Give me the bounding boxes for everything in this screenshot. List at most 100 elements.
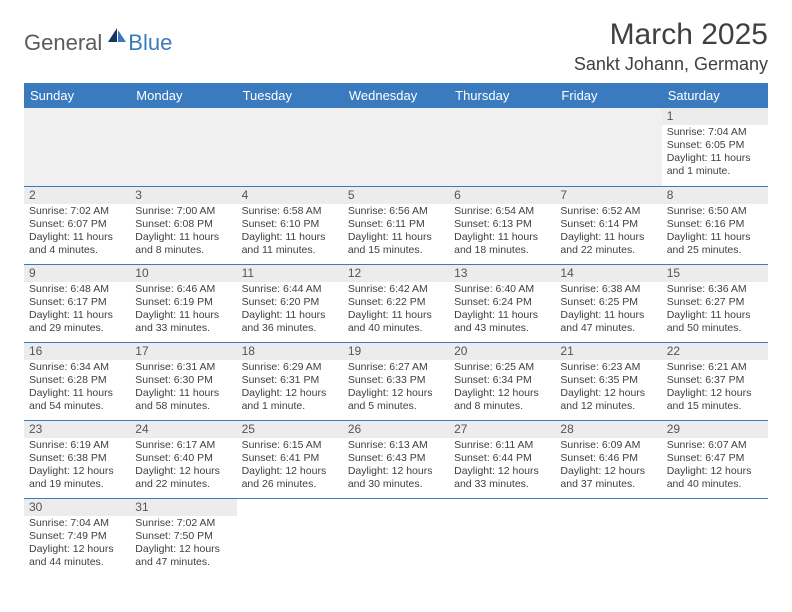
sunrise-text: Sunrise: 6:17 AM	[135, 439, 231, 452]
day-number: 18	[237, 343, 343, 360]
sunset-text: Sunset: 6:24 PM	[454, 296, 550, 309]
day-number: 1	[662, 108, 768, 125]
calendar-day-cell: 16Sunrise: 6:34 AMSunset: 6:28 PMDayligh…	[24, 342, 130, 420]
daylight-text: Daylight: 11 hours and 36 minutes.	[242, 309, 338, 335]
calendar-day-cell: 3Sunrise: 7:00 AMSunset: 6:08 PMDaylight…	[130, 186, 236, 264]
day-details: Sunrise: 6:07 AMSunset: 6:47 PMDaylight:…	[662, 438, 768, 495]
sunset-text: Sunset: 6:16 PM	[667, 218, 763, 231]
daylight-text: Daylight: 11 hours and 29 minutes.	[29, 309, 125, 335]
day-details: Sunrise: 6:52 AMSunset: 6:14 PMDaylight:…	[555, 204, 661, 261]
sunset-text: Sunset: 6:41 PM	[242, 452, 338, 465]
day-number: 30	[24, 499, 130, 516]
logo-text-blue: Blue	[128, 30, 172, 56]
sunset-text: Sunset: 6:33 PM	[348, 374, 444, 387]
calendar-body: 1Sunrise: 7:04 AMSunset: 6:05 PMDaylight…	[24, 108, 768, 576]
sunrise-text: Sunrise: 6:34 AM	[29, 361, 125, 374]
daylight-text: Daylight: 12 hours and 33 minutes.	[454, 465, 550, 491]
sunrise-text: Sunrise: 6:46 AM	[135, 283, 231, 296]
calendar-day-cell: 13Sunrise: 6:40 AMSunset: 6:24 PMDayligh…	[449, 264, 555, 342]
calendar-day-cell: 29Sunrise: 6:07 AMSunset: 6:47 PMDayligh…	[662, 420, 768, 498]
day-details: Sunrise: 6:19 AMSunset: 6:38 PMDaylight:…	[24, 438, 130, 495]
day-details: Sunrise: 6:21 AMSunset: 6:37 PMDaylight:…	[662, 360, 768, 417]
sunrise-text: Sunrise: 7:00 AM	[135, 205, 231, 218]
daylight-text: Daylight: 12 hours and 26 minutes.	[242, 465, 338, 491]
sunset-text: Sunset: 6:27 PM	[667, 296, 763, 309]
day-number: 23	[24, 421, 130, 438]
daylight-text: Daylight: 11 hours and 33 minutes.	[135, 309, 231, 335]
sunrise-text: Sunrise: 6:07 AM	[667, 439, 763, 452]
weekday-header: Saturday	[662, 83, 768, 108]
day-number: 9	[24, 265, 130, 282]
sunrise-text: Sunrise: 7:04 AM	[667, 126, 763, 139]
sunrise-text: Sunrise: 6:13 AM	[348, 439, 444, 452]
daylight-text: Daylight: 11 hours and 47 minutes.	[560, 309, 656, 335]
calendar-day-cell: 15Sunrise: 6:36 AMSunset: 6:27 PMDayligh…	[662, 264, 768, 342]
sunrise-text: Sunrise: 6:42 AM	[348, 283, 444, 296]
weekday-header-row: Sunday Monday Tuesday Wednesday Thursday…	[24, 83, 768, 108]
sunset-text: Sunset: 6:11 PM	[348, 218, 444, 231]
day-number: 15	[662, 265, 768, 282]
calendar-day-cell: 19Sunrise: 6:27 AMSunset: 6:33 PMDayligh…	[343, 342, 449, 420]
sunrise-text: Sunrise: 6:50 AM	[667, 205, 763, 218]
day-number: 28	[555, 421, 661, 438]
sunset-text: Sunset: 6:05 PM	[667, 139, 763, 152]
calendar-day-cell: 28Sunrise: 6:09 AMSunset: 6:46 PMDayligh…	[555, 420, 661, 498]
day-number: 6	[449, 187, 555, 204]
sunset-text: Sunset: 6:38 PM	[29, 452, 125, 465]
weekday-header: Thursday	[449, 83, 555, 108]
daylight-text: Daylight: 11 hours and 18 minutes.	[454, 231, 550, 257]
sunset-text: Sunset: 6:28 PM	[29, 374, 125, 387]
daylight-text: Daylight: 12 hours and 40 minutes.	[667, 465, 763, 491]
calendar-day-cell	[555, 498, 661, 576]
sunrise-text: Sunrise: 6:48 AM	[29, 283, 125, 296]
day-number: 21	[555, 343, 661, 360]
sunrise-text: Sunrise: 7:02 AM	[135, 517, 231, 530]
day-details: Sunrise: 6:11 AMSunset: 6:44 PMDaylight:…	[449, 438, 555, 495]
sunrise-text: Sunrise: 6:27 AM	[348, 361, 444, 374]
sunset-text: Sunset: 6:22 PM	[348, 296, 444, 309]
sunrise-text: Sunrise: 6:19 AM	[29, 439, 125, 452]
calendar-day-cell: 14Sunrise: 6:38 AMSunset: 6:25 PMDayligh…	[555, 264, 661, 342]
logo-text-general: General	[24, 30, 102, 56]
weekday-header: Tuesday	[237, 83, 343, 108]
day-number: 8	[662, 187, 768, 204]
sunrise-text: Sunrise: 6:56 AM	[348, 205, 444, 218]
daylight-text: Daylight: 11 hours and 11 minutes.	[242, 231, 338, 257]
sunset-text: Sunset: 7:49 PM	[29, 530, 125, 543]
calendar-day-cell: 30Sunrise: 7:04 AMSunset: 7:49 PMDayligh…	[24, 498, 130, 576]
day-details: Sunrise: 6:40 AMSunset: 6:24 PMDaylight:…	[449, 282, 555, 339]
day-details: Sunrise: 6:17 AMSunset: 6:40 PMDaylight:…	[130, 438, 236, 495]
day-details: Sunrise: 7:04 AMSunset: 7:49 PMDaylight:…	[24, 516, 130, 573]
sunset-text: Sunset: 6:43 PM	[348, 452, 444, 465]
sunset-text: Sunset: 6:07 PM	[29, 218, 125, 231]
calendar-day-cell	[130, 108, 236, 186]
calendar-day-cell: 27Sunrise: 6:11 AMSunset: 6:44 PMDayligh…	[449, 420, 555, 498]
weekday-header: Wednesday	[343, 83, 449, 108]
day-details: Sunrise: 6:58 AMSunset: 6:10 PMDaylight:…	[237, 204, 343, 261]
daylight-text: Daylight: 11 hours and 40 minutes.	[348, 309, 444, 335]
calendar-day-cell	[237, 498, 343, 576]
daylight-text: Daylight: 11 hours and 1 minute.	[667, 152, 763, 178]
daylight-text: Daylight: 12 hours and 15 minutes.	[667, 387, 763, 413]
calendar-day-cell	[662, 498, 768, 576]
sunset-text: Sunset: 6:17 PM	[29, 296, 125, 309]
calendar-day-cell: 6Sunrise: 6:54 AMSunset: 6:13 PMDaylight…	[449, 186, 555, 264]
sunset-text: Sunset: 6:20 PM	[242, 296, 338, 309]
day-number: 19	[343, 343, 449, 360]
sunrise-text: Sunrise: 6:44 AM	[242, 283, 338, 296]
calendar-day-cell: 8Sunrise: 6:50 AMSunset: 6:16 PMDaylight…	[662, 186, 768, 264]
calendar-day-cell: 4Sunrise: 6:58 AMSunset: 6:10 PMDaylight…	[237, 186, 343, 264]
calendar-day-cell: 7Sunrise: 6:52 AMSunset: 6:14 PMDaylight…	[555, 186, 661, 264]
calendar-day-cell	[343, 498, 449, 576]
day-details: Sunrise: 6:13 AMSunset: 6:43 PMDaylight:…	[343, 438, 449, 495]
daylight-text: Daylight: 12 hours and 5 minutes.	[348, 387, 444, 413]
sunset-text: Sunset: 6:14 PM	[560, 218, 656, 231]
day-details: Sunrise: 6:56 AMSunset: 6:11 PMDaylight:…	[343, 204, 449, 261]
sunset-text: Sunset: 6:30 PM	[135, 374, 231, 387]
day-details: Sunrise: 6:36 AMSunset: 6:27 PMDaylight:…	[662, 282, 768, 339]
sunset-text: Sunset: 6:40 PM	[135, 452, 231, 465]
sunrise-text: Sunrise: 6:58 AM	[242, 205, 338, 218]
sunrise-text: Sunrise: 6:52 AM	[560, 205, 656, 218]
day-number: 22	[662, 343, 768, 360]
day-details: Sunrise: 6:29 AMSunset: 6:31 PMDaylight:…	[237, 360, 343, 417]
